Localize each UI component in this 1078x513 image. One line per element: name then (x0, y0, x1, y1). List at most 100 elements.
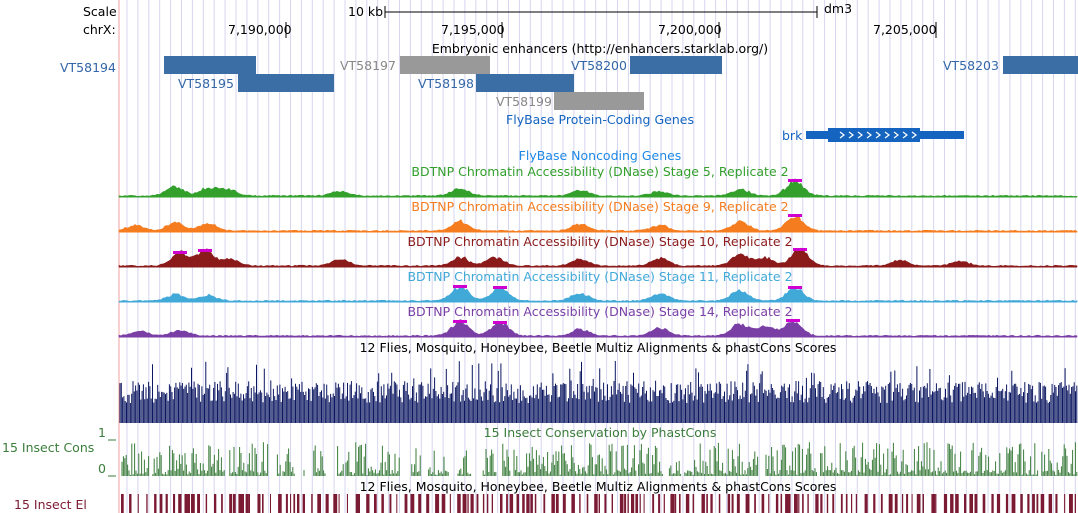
conserved-element (840, 494, 843, 513)
conserved-element (358, 494, 360, 513)
conserved-element (333, 494, 338, 513)
conserved-element (410, 494, 415, 513)
conserved-element (982, 494, 986, 513)
track-title-coding-genes[interactable]: FlyBase Protein-Coding Genes (506, 112, 694, 127)
conserved-element (338, 494, 340, 513)
conserved-element (931, 494, 936, 513)
conserved-element (820, 494, 823, 513)
conserved-element (788, 494, 791, 513)
enhancer-feature[interactable] (400, 56, 490, 74)
conserved-element (435, 494, 440, 513)
enhancer-label[interactable]: VT58199 (496, 94, 552, 109)
conserved-element (404, 494, 408, 513)
conserved-element (1048, 494, 1053, 513)
conserved-element (232, 494, 236, 513)
conserved-element (864, 494, 868, 513)
conserved-element (285, 494, 288, 513)
conserved-element (785, 494, 789, 513)
conserved-element (506, 494, 508, 513)
conserved-element (238, 494, 243, 513)
peak-clip-marker (786, 319, 800, 322)
track-title-dnase-stage5[interactable]: BDTNP Chromatin Accessibility (DNase) St… (411, 164, 789, 179)
conserved-element (1055, 494, 1058, 513)
conserved-element (761, 494, 765, 513)
scale-label: Scale (83, 4, 117, 19)
conserved-element (674, 494, 677, 513)
track-title-dnase-stage10[interactable]: BDTNP Chromatin Accessibility (DNase) St… (407, 234, 793, 249)
conserved-element (780, 494, 783, 513)
track-title-dnase-stage11[interactable]: BDTNP Chromatin Accessibility (DNase) St… (407, 269, 793, 284)
track-title-enhancers[interactable]: Embryonic enhancers (http://enhancers.st… (431, 41, 769, 56)
side-label-insect-el[interactable]: 15 Insect El (14, 497, 87, 512)
conserved-element (441, 494, 446, 513)
enhancer-feature[interactable] (630, 56, 722, 74)
conserved-element (1040, 494, 1045, 513)
conserved-element (197, 494, 200, 513)
conserved-element (955, 494, 959, 513)
side-label-insect-cons[interactable]: 15 Insect Cons (2, 440, 95, 455)
conserved-element (635, 494, 638, 513)
conserved-element (911, 494, 913, 513)
conserved-element (562, 494, 566, 513)
conserved-element (522, 494, 525, 513)
conserved-element (906, 494, 909, 513)
enhancer-feature[interactable] (164, 56, 256, 74)
conserved-element (173, 494, 176, 513)
conserved-element (794, 494, 798, 513)
enhancer-label[interactable]: VT58200 (571, 58, 627, 73)
conserved-element (826, 494, 829, 513)
conserved-element (121, 494, 124, 513)
conserved-element (262, 494, 264, 513)
conserved-element (221, 494, 223, 513)
conserved-element (426, 494, 430, 513)
enhancer-label[interactable]: VT58203 (943, 58, 999, 73)
track-title-dnase-stage9[interactable]: BDTNP Chromatin Accessibility (DNase) St… (411, 199, 789, 214)
strand-arrow-icon (848, 131, 854, 139)
track-title-phastcons[interactable]: 15 Insect Conservation by PhastCons (483, 425, 717, 440)
conserved-element (894, 494, 898, 513)
conserved-element (586, 494, 589, 513)
conserved-element (526, 494, 530, 513)
conserved-element (184, 494, 188, 513)
conserved-element (594, 494, 598, 513)
scalebar-label: 10 kb (348, 4, 384, 19)
peak-clip-marker (198, 249, 212, 252)
dnase-signal-area (118, 319, 1078, 338)
conserved-element (663, 494, 665, 513)
axis-max-label: 1 (98, 425, 106, 440)
conserved-element (543, 494, 546, 513)
conserved-element (802, 494, 804, 513)
strand-arrow-icon (875, 131, 881, 139)
track-title-noncoding-genes[interactable]: FlyBase Noncoding Genes (518, 148, 682, 163)
enhancer-feature[interactable] (1003, 56, 1078, 74)
conserved-element (270, 494, 271, 513)
conserved-element (516, 494, 519, 513)
enhancer-feature[interactable] (476, 74, 574, 92)
peak-clip-marker (453, 320, 467, 323)
conserved-element (718, 494, 721, 513)
enhancer-feature[interactable] (554, 92, 644, 110)
enhancer-feature[interactable] (238, 74, 334, 92)
gene-label-brk[interactable]: brk (782, 128, 803, 143)
peak-clip-marker (788, 214, 802, 217)
conserved-element (229, 494, 233, 513)
enhancer-label[interactable]: VT58194 (60, 60, 116, 75)
enhancer-label[interactable]: VT58197 (340, 58, 396, 73)
enhancer-label[interactable]: VT58195 (178, 76, 234, 91)
conserved-element (685, 494, 690, 513)
conserved-element (1011, 494, 1016, 513)
conserved-element (943, 494, 948, 513)
gene-exon (828, 128, 920, 142)
enhancer-label[interactable]: VT58198 (418, 76, 474, 91)
track-title-dnase-stage14[interactable]: BDTNP Chromatin Accessibility (DNase) St… (407, 304, 793, 319)
dnase-signal-area (118, 215, 1078, 233)
peak-clip-marker (173, 251, 187, 254)
conserved-element (486, 494, 489, 513)
track-title-conserved-elements[interactable]: 12 Flies, Mosquito, Honeybee, Beetle Mul… (359, 479, 837, 494)
conserved-element (154, 494, 157, 513)
conserved-element (611, 494, 613, 513)
conserved-element (832, 494, 835, 513)
track-title-multiz[interactable]: 12 Flies, Mosquito, Honeybee, Beetle Mul… (359, 340, 837, 355)
conserved-element (555, 494, 559, 513)
